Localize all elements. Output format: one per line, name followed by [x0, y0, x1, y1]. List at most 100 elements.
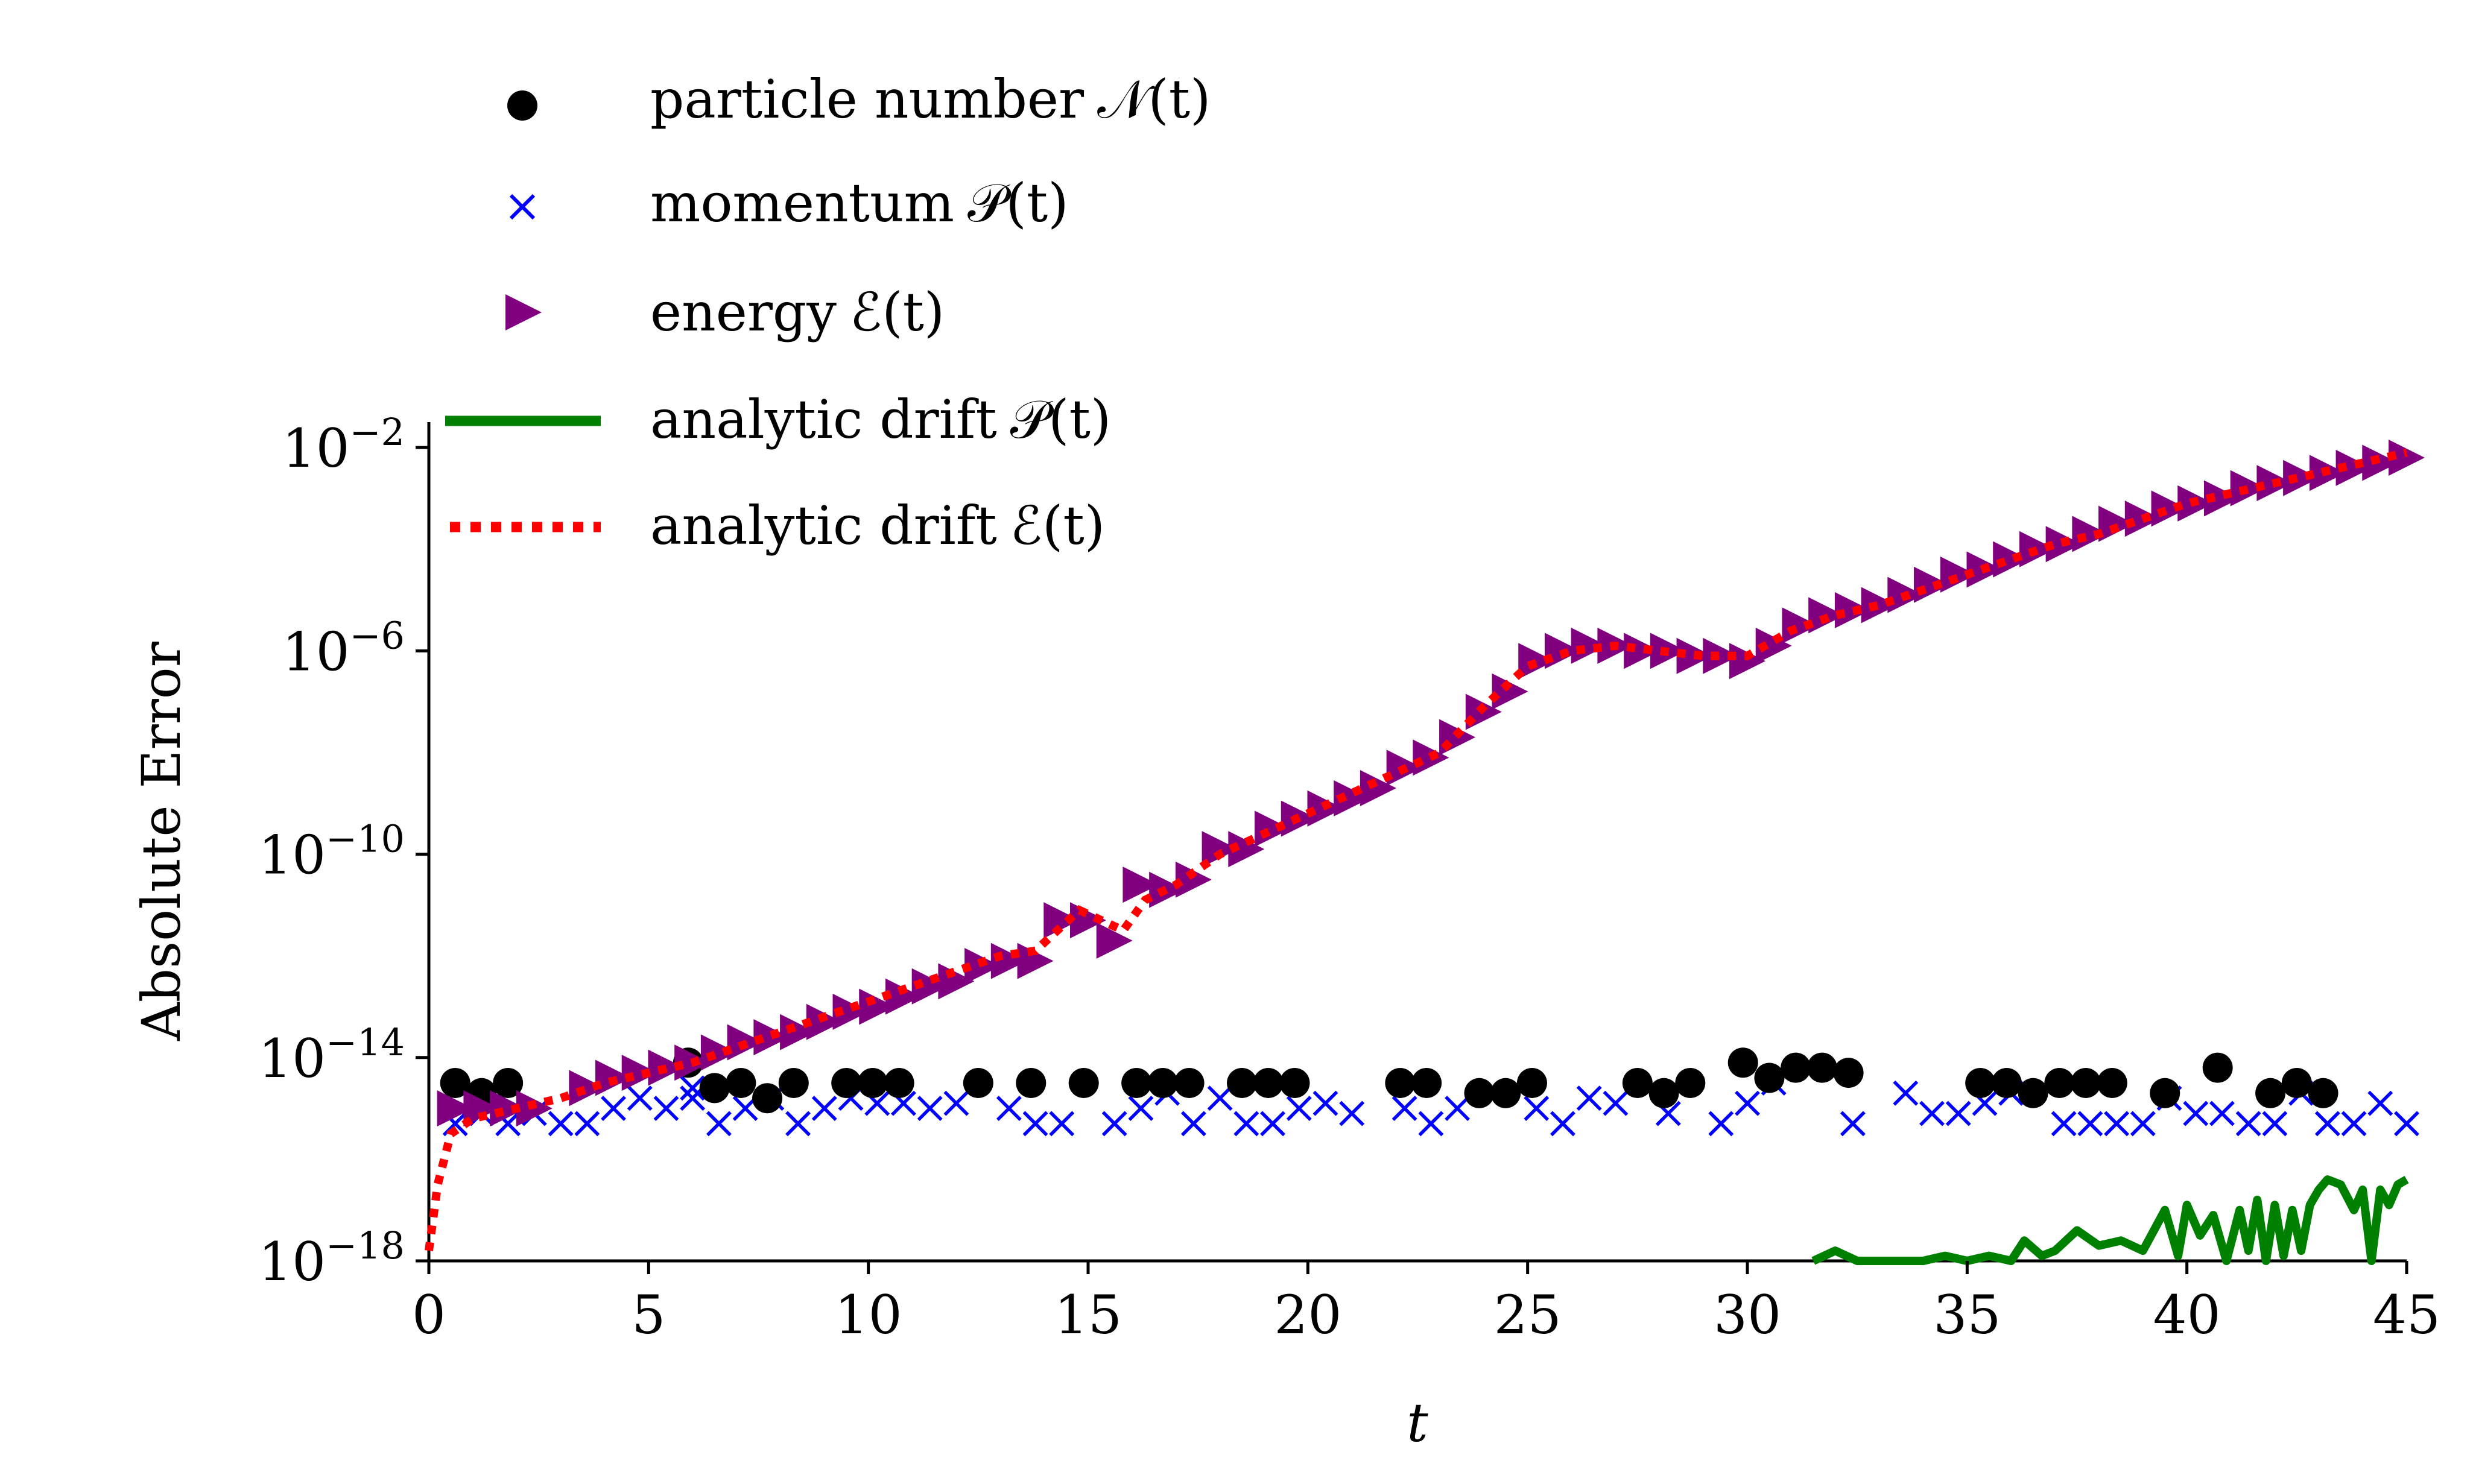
- particle-point: [752, 1083, 783, 1114]
- momentum-point: [2341, 1111, 2367, 1137]
- energy-point: [2335, 449, 2372, 486]
- particle-point: [1833, 1058, 1864, 1088]
- y-tick-label: 10−10: [258, 817, 405, 886]
- y-tick-label: 10−18: [258, 1224, 405, 1293]
- particle-point: [831, 1067, 862, 1098]
- legend-math-momentum: 𝒫(t): [967, 172, 1068, 234]
- momentum-point: [1735, 1090, 1760, 1116]
- momentum-point: [653, 1096, 679, 1122]
- particle-point: [1016, 1067, 1047, 1098]
- energy-point: [885, 978, 922, 1015]
- momentum-point: [1339, 1100, 1365, 1126]
- momentum-point: [1101, 1111, 1127, 1137]
- x-axis-label: t: [1407, 1392, 1428, 1454]
- y-axis-label: Absolute Error: [130, 641, 192, 1041]
- energy-point: [780, 1014, 817, 1050]
- x-tick-label: 5: [632, 1284, 665, 1346]
- particle-point: [493, 1067, 524, 1098]
- legend-label-drift-p: analytic drift: [650, 388, 997, 450]
- y-ticks: 10−2 10−6 10−10 10−14 10−18: [258, 410, 429, 1293]
- momentum-point: [2130, 1111, 2156, 1137]
- x-ticks: 0 5 10 15 20 25 30 35 40 45: [412, 1261, 2440, 1346]
- x-tick-label: 0: [412, 1284, 446, 1346]
- momentum-point: [1945, 1100, 1971, 1126]
- particle-point: [2018, 1078, 2048, 1108]
- particle-point: [2308, 1078, 2338, 1108]
- particle-point: [2150, 1078, 2180, 1108]
- momentum-point: [706, 1111, 732, 1137]
- legend-math-drift-p: 𝒫(t): [1010, 388, 1111, 450]
- series-layer: [425, 440, 2425, 1265]
- momentum-point: [785, 1111, 811, 1137]
- particle-point: [1279, 1067, 1310, 1098]
- particle-point: [1464, 1078, 1495, 1108]
- energy-point: [569, 1070, 606, 1107]
- particle-point: [1385, 1067, 1416, 1098]
- legend-label-drift-e: analytic drift: [650, 494, 997, 557]
- particle-point: [1121, 1067, 1152, 1098]
- energy-point: [1334, 780, 1370, 816]
- x-tick-label: 40: [2153, 1284, 2221, 1346]
- momentum-point: [601, 1096, 626, 1122]
- momentum-point: [2314, 1111, 2340, 1137]
- momentum-point: [1919, 1100, 1945, 1126]
- particle-point: [1781, 1052, 1811, 1083]
- momentum-point: [917, 1096, 943, 1122]
- particle-point: [1806, 1052, 1837, 1083]
- particle-point: [726, 1067, 756, 1098]
- particle-point: [1727, 1047, 1758, 1078]
- momentum-point: [574, 1111, 600, 1137]
- energy-point: [2072, 516, 2109, 552]
- energy-point: [1149, 871, 1186, 908]
- energy-point: [806, 1003, 843, 1040]
- particle-point: [1991, 1067, 2022, 1098]
- momentum-point: [1840, 1111, 1866, 1137]
- energy-point: [1729, 643, 1765, 680]
- particle-point: [699, 1073, 730, 1104]
- particle-point: [1965, 1067, 1996, 1098]
- legend-item-momentum: momentum 𝒫(t): [509, 172, 1069, 234]
- particle-point: [1174, 1067, 1205, 1098]
- particle-point: [1648, 1078, 1679, 1108]
- momentum-point: [1550, 1111, 1575, 1137]
- momentum-point: [1233, 1111, 1259, 1137]
- momentum-point: [2104, 1111, 2130, 1137]
- momentum-point: [1180, 1111, 1206, 1137]
- energy-point: [1228, 831, 1265, 868]
- momentum-point: [2209, 1100, 2235, 1126]
- plot-area: 0 5 10 15 20 25 30 35 40 45 10−210−610−1010−1410−…: [258, 410, 2440, 1346]
- energy-point: [1703, 637, 1740, 674]
- momentum-point: [1049, 1111, 1075, 1137]
- series-drift-e-line: [425, 448, 2408, 1252]
- legend-label-momentum: momentum: [650, 172, 954, 234]
- energy-point: [437, 1090, 473, 1127]
- particle-point: [2255, 1078, 2286, 1108]
- momentum-point: [680, 1075, 706, 1101]
- legend-item-energy: energy ℰ(t): [505, 281, 945, 343]
- legend-marker-momentum: [509, 194, 536, 220]
- x-tick-label: 15: [1054, 1284, 1122, 1346]
- energy-point: [490, 1090, 527, 1127]
- momentum-point: [627, 1085, 653, 1111]
- energy-point: [1017, 942, 1054, 979]
- legend-label-energy: energy: [650, 281, 837, 343]
- particle-point: [1754, 1062, 1785, 1093]
- energy-point: [1492, 673, 1528, 710]
- momentum-point: [1286, 1096, 1312, 1122]
- legend-marker-particle: [507, 90, 537, 121]
- legend-math-energy: ℰ(t): [850, 281, 945, 343]
- momentum-point: [2394, 1111, 2419, 1137]
- energy-point: [621, 1055, 658, 1091]
- particle-point: [1490, 1078, 1521, 1108]
- energy-point: [753, 1019, 790, 1056]
- particle-point: [1253, 1067, 1284, 1098]
- particle-point: [1147, 1067, 1178, 1098]
- energy-point: [1096, 922, 1133, 959]
- legend-item-drift-p: analytic drift 𝒫(t): [445, 388, 1111, 450]
- particle-point: [884, 1067, 914, 1098]
- particle-point: [1227, 1067, 1258, 1098]
- momentum-point: [2051, 1111, 2077, 1137]
